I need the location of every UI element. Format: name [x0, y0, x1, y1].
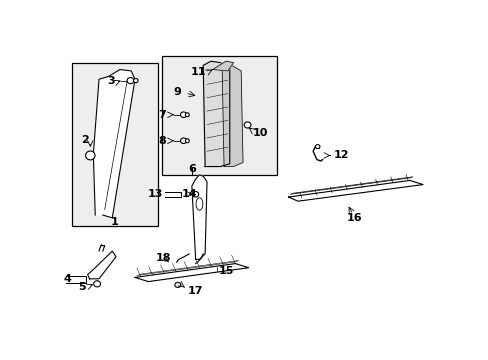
Text: 14: 14	[181, 189, 197, 199]
Text: 10: 10	[252, 128, 267, 138]
Text: 3: 3	[107, 76, 115, 86]
Text: 9: 9	[173, 87, 181, 97]
Ellipse shape	[85, 151, 95, 160]
Polygon shape	[191, 175, 206, 260]
Text: 13: 13	[148, 189, 163, 199]
Ellipse shape	[185, 139, 189, 143]
Text: 5: 5	[78, 282, 85, 292]
Polygon shape	[212, 61, 233, 71]
Ellipse shape	[315, 145, 319, 149]
Text: 7: 7	[159, 110, 166, 120]
Text: 4: 4	[63, 274, 71, 284]
Ellipse shape	[180, 112, 186, 117]
Ellipse shape	[180, 138, 186, 144]
Polygon shape	[93, 69, 135, 218]
Polygon shape	[288, 180, 422, 201]
Text: 8: 8	[159, 136, 166, 146]
Text: 17: 17	[188, 286, 203, 296]
Text: 12: 12	[333, 150, 349, 161]
Ellipse shape	[192, 192, 198, 197]
Ellipse shape	[185, 113, 189, 117]
Text: 1: 1	[110, 217, 118, 227]
Ellipse shape	[127, 77, 134, 84]
Ellipse shape	[244, 122, 250, 128]
Text: 18: 18	[155, 253, 171, 263]
Polygon shape	[203, 61, 229, 167]
Ellipse shape	[94, 281, 101, 287]
Polygon shape	[87, 251, 116, 279]
Text: 15: 15	[218, 266, 233, 276]
Text: 2: 2	[81, 135, 89, 145]
Bar	[161, 56, 277, 175]
Ellipse shape	[175, 283, 181, 287]
Ellipse shape	[196, 198, 203, 210]
Text: 6: 6	[187, 164, 195, 174]
Polygon shape	[222, 66, 243, 167]
Polygon shape	[135, 264, 248, 282]
Text: 16: 16	[346, 213, 362, 223]
Text: 11: 11	[190, 67, 205, 77]
Ellipse shape	[133, 78, 138, 83]
Bar	[72, 63, 158, 226]
